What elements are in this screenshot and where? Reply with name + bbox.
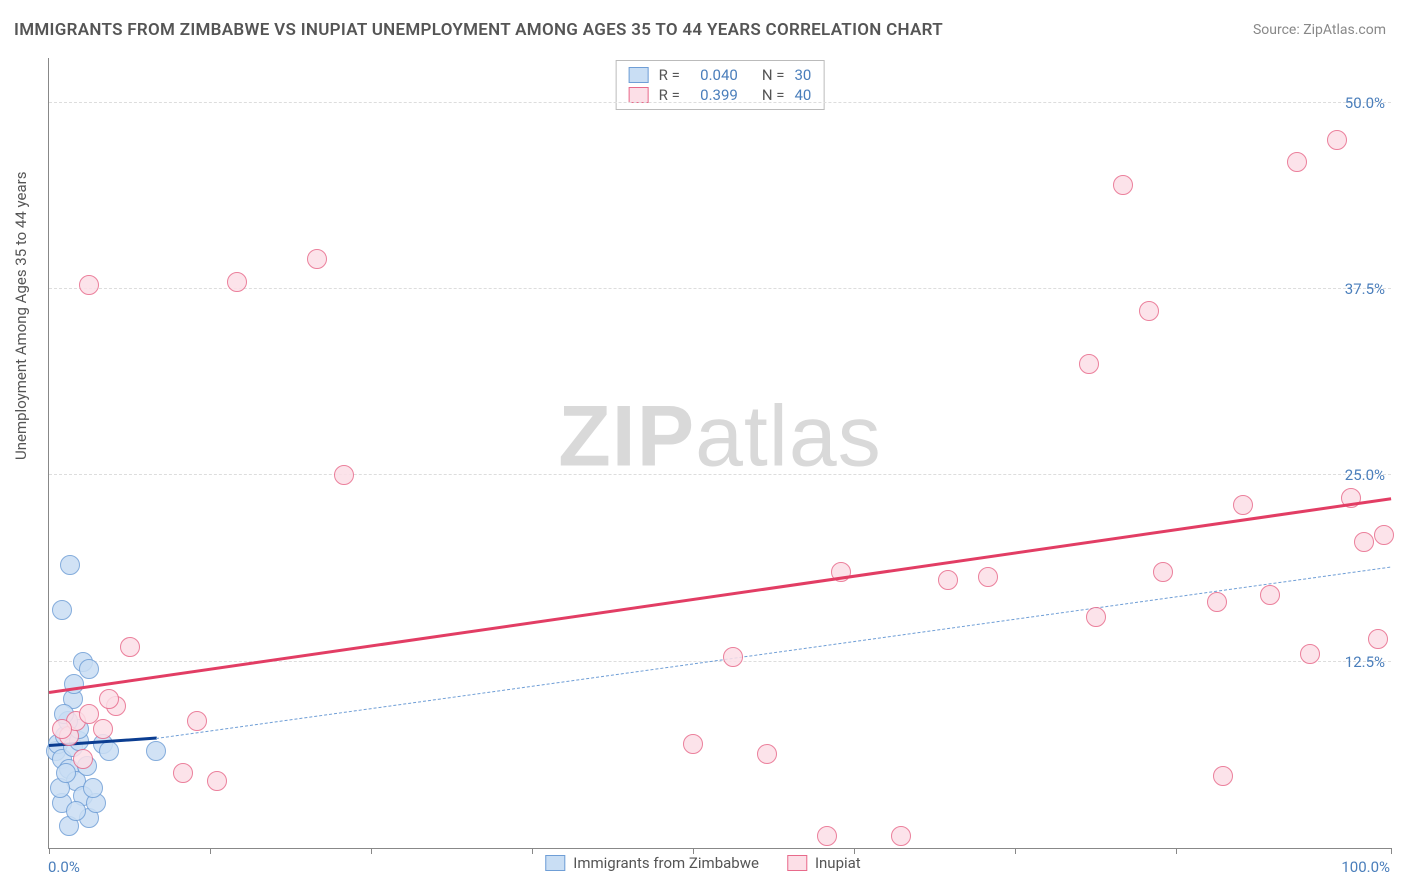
data-point-inupiat — [93, 719, 113, 739]
r-label: R = — [659, 66, 680, 84]
data-point-inupiat — [757, 744, 777, 764]
data-point-zimbabwe — [79, 659, 99, 679]
legend-item-inupiat: Inupiat — [787, 854, 861, 872]
data-point-inupiat — [52, 719, 72, 739]
legend-label: Inupiat — [815, 854, 861, 872]
x-tick — [1176, 848, 1177, 854]
x-tick — [1391, 848, 1392, 854]
x-tick — [371, 848, 372, 854]
data-point-inupiat — [73, 749, 93, 769]
watermark: ZIPatlas — [558, 388, 881, 487]
x-tick — [210, 848, 211, 854]
chart-container: IMMIGRANTS FROM ZIMBABWE VS INUPIAT UNEM… — [0, 0, 1406, 892]
data-point-inupiat — [334, 465, 354, 485]
data-point-inupiat — [1207, 592, 1227, 612]
data-point-inupiat — [1079, 354, 1099, 374]
data-point-inupiat — [79, 275, 99, 295]
data-point-inupiat — [817, 826, 837, 846]
data-point-inupiat — [1233, 495, 1253, 515]
series-legend: Immigrants from Zimbabwe Inupiat — [545, 854, 860, 872]
data-point-inupiat — [120, 637, 140, 657]
x-tick-label: 100.0% — [1341, 858, 1390, 876]
y-tick-label: 37.5% — [1345, 280, 1385, 298]
legend-label: Immigrants from Zimbabwe — [573, 854, 759, 872]
x-tick — [49, 848, 50, 854]
data-point-zimbabwe — [52, 600, 72, 620]
data-point-inupiat — [1260, 585, 1280, 605]
plot-area: ZIPatlas R =0.040N =30R =0.399N =40 12.5… — [48, 58, 1391, 849]
data-point-inupiat — [938, 570, 958, 590]
legend-swatch — [629, 87, 649, 103]
data-point-inupiat — [723, 647, 743, 667]
data-point-inupiat — [891, 826, 911, 846]
gridline — [49, 288, 1391, 289]
data-point-inupiat — [227, 272, 247, 292]
data-point-zimbabwe — [60, 555, 80, 575]
data-point-inupiat — [207, 771, 227, 791]
data-point-inupiat — [1368, 629, 1388, 649]
data-point-inupiat — [1153, 562, 1173, 582]
data-point-inupiat — [1086, 607, 1106, 627]
legend-row-zimbabwe: R = 0.040 N = 30 — [629, 65, 812, 85]
gridline — [49, 102, 1391, 103]
y-tick-label: 25.0% — [1345, 466, 1385, 484]
y-tick-label: 12.5% — [1345, 653, 1385, 671]
data-point-inupiat — [1374, 525, 1394, 545]
trend-line — [49, 498, 1391, 695]
r-value: 0.040 — [686, 66, 738, 84]
legend-swatch — [545, 855, 565, 871]
data-point-inupiat — [1139, 301, 1159, 321]
data-point-zimbabwe — [146, 741, 166, 761]
gridline — [49, 474, 1391, 475]
data-point-inupiat — [1354, 532, 1374, 552]
x-tick-label: 0.0% — [48, 858, 80, 876]
data-point-inupiat — [1213, 766, 1233, 786]
data-point-inupiat — [173, 763, 193, 783]
data-point-zimbabwe — [66, 801, 86, 821]
chart-title: IMMIGRANTS FROM ZIMBABWE VS INUPIAT UNEM… — [14, 20, 943, 40]
legend-item-zimbabwe: Immigrants from Zimbabwe — [545, 854, 759, 872]
x-tick — [1015, 848, 1016, 854]
data-point-zimbabwe — [99, 741, 119, 761]
data-point-inupiat — [307, 249, 327, 269]
x-tick — [532, 848, 533, 854]
data-point-inupiat — [1113, 175, 1133, 195]
data-point-inupiat — [1300, 644, 1320, 664]
legend-swatch — [629, 67, 649, 83]
data-point-zimbabwe — [83, 778, 103, 798]
y-tick-label: 50.0% — [1345, 94, 1385, 112]
data-point-inupiat — [99, 689, 119, 709]
trend-line — [156, 567, 1391, 739]
n-label: N = — [762, 66, 785, 84]
data-point-inupiat — [1327, 130, 1347, 150]
data-point-inupiat — [187, 711, 207, 731]
y-axis-label: Unemployment Among Ages 35 to 44 years — [12, 172, 30, 460]
legend-swatch — [787, 855, 807, 871]
source-attribution: Source: ZipAtlas.com — [1253, 22, 1386, 38]
data-point-inupiat — [978, 567, 998, 587]
data-point-inupiat — [683, 734, 703, 754]
data-point-inupiat — [1287, 152, 1307, 172]
n-value: 30 — [794, 66, 811, 84]
data-point-zimbabwe — [56, 763, 76, 783]
